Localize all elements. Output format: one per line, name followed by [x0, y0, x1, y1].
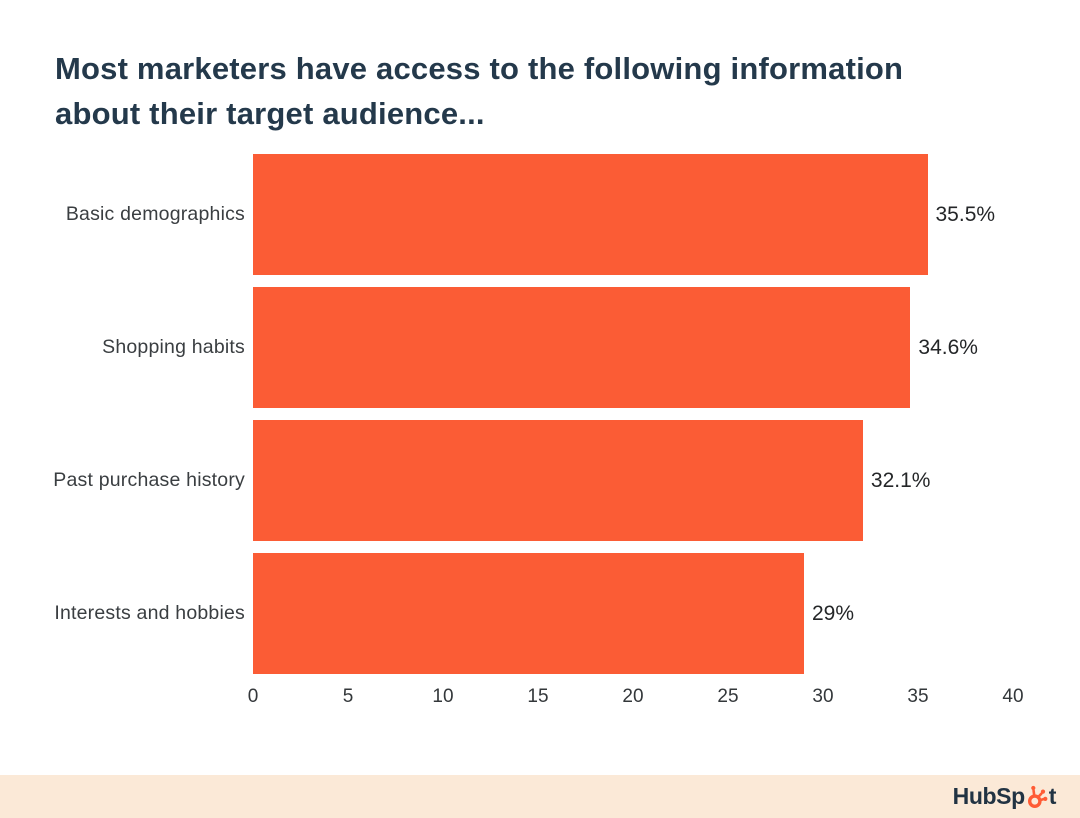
bar-chart: Basic demographics 35.5% Shopping habits…: [0, 154, 1080, 674]
x-axis-tick: 25: [717, 686, 739, 707]
x-axis-tick: 5: [342, 686, 354, 707]
bar-track: 29%: [253, 553, 1013, 674]
bar: [253, 154, 928, 275]
footer-bar: HubSp t: [0, 775, 1080, 818]
category-label: Shopping habits: [102, 336, 245, 358]
value-label: 29%: [812, 601, 855, 625]
chart-title-line-1: Most marketers have access to the follow…: [55, 51, 904, 86]
x-axis-tick: 10: [432, 686, 454, 707]
x-axis-tick: 0: [247, 686, 259, 707]
x-axis-tick: 35: [907, 686, 929, 707]
hubspot-logo: HubSp t: [952, 783, 1057, 811]
bar: [253, 287, 911, 408]
bar-track: 35.5%: [253, 154, 1013, 275]
hubspot-logo-text-left: HubSp: [952, 783, 1026, 809]
bar-track: 34.6%: [253, 287, 1013, 408]
bar-row: Shopping habits 34.6%: [0, 287, 1080, 408]
value-label: 32.1%: [870, 468, 931, 492]
bar-track: 32.1%: [253, 420, 1013, 541]
chart-title: Most marketers have access to the follow…: [55, 46, 1015, 136]
bar: [253, 553, 804, 674]
chart-title-line-2: about their target audience...: [55, 96, 485, 131]
bar-row: Basic demographics 35.5%: [0, 154, 1080, 275]
category-label: Interests and hobbies: [54, 602, 245, 624]
bar-row: Past purchase history 32.1%: [0, 420, 1080, 541]
x-axis-tick: 40: [1002, 686, 1024, 707]
bar-row: Interests and hobbies 29%: [0, 553, 1080, 674]
category-label: Past purchase history: [53, 469, 245, 491]
category-label: Basic demographics: [65, 203, 245, 225]
x-axis-tick: 30: [812, 686, 834, 707]
hubspot-logo-text-right: t: [1048, 783, 1057, 809]
hubspot-sprocket-icon: [1028, 785, 1048, 808]
value-label: 35.5%: [935, 202, 996, 226]
x-axis-tick: 15: [527, 686, 549, 707]
x-axis-tick: 20: [622, 686, 644, 707]
x-axis: 0 5 10 15 20 25 30 35 40: [248, 686, 1024, 714]
bar: [253, 420, 863, 541]
value-label: 34.6%: [918, 335, 978, 359]
